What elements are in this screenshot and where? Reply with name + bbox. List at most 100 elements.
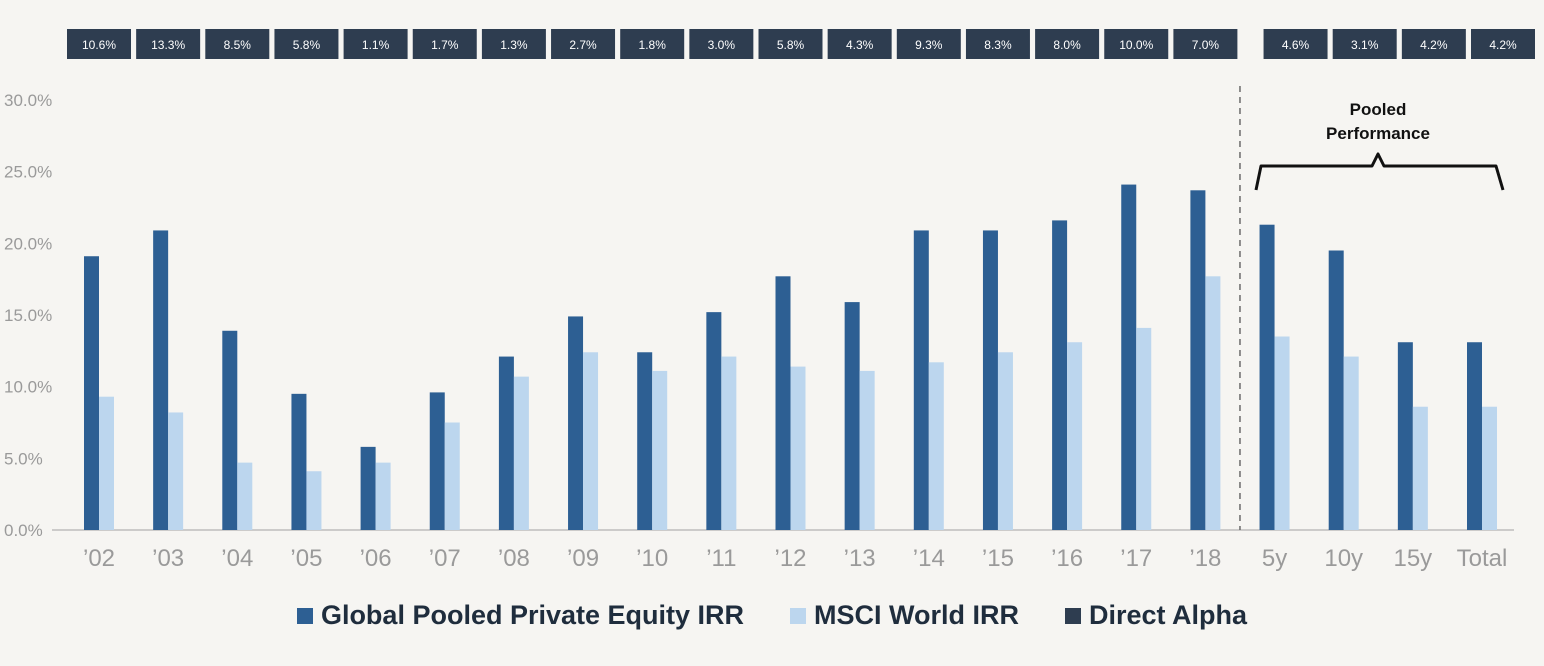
x-tick-label-8: ’10	[636, 545, 668, 572]
alpha-label-5: 1.7%	[431, 38, 459, 52]
alpha-label-19: 4.2%	[1420, 38, 1448, 52]
bar-msci-10	[790, 366, 806, 530]
bar-msci-15	[1136, 327, 1152, 530]
bar-pe-6	[498, 356, 514, 530]
bar-msci-8	[652, 370, 668, 530]
x-tick-label-6: ’08	[498, 545, 530, 572]
bar-pe-0	[84, 256, 99, 530]
chart-legend: Global Pooled Private Equity IRR MSCI Wo…	[0, 600, 1544, 631]
y-tick-label: 15.0%	[4, 306, 52, 325]
x-tick-label-2: ’04	[221, 545, 253, 572]
alpha-label-7: 2.7%	[569, 38, 597, 52]
alpha-box-8	[620, 29, 685, 59]
bar-pe-19	[1397, 342, 1413, 530]
bar-pe-2	[222, 330, 238, 530]
bar-msci-19	[1412, 406, 1428, 530]
alpha-label-15: 10.0%	[1119, 38, 1153, 52]
alpha-box-17	[1263, 29, 1328, 59]
x-tick-label-17: 5y	[1262, 545, 1287, 572]
legend-item-alpha: Direct Alpha	[1065, 600, 1247, 631]
bar-msci-20	[1482, 406, 1497, 530]
bar-pe-9	[706, 312, 722, 530]
bar-msci-11	[859, 370, 875, 530]
alpha-box-11	[827, 29, 892, 59]
annotation-line-2: Performance	[1326, 124, 1430, 143]
alpha-label-1: 13.3%	[151, 38, 185, 52]
alpha-box-1	[136, 29, 201, 59]
alpha-label-18: 3.1%	[1351, 38, 1379, 52]
bar-msci-1	[168, 412, 184, 530]
alpha-box-19	[1401, 29, 1466, 59]
x-tick-label-7: ’09	[567, 545, 599, 572]
bar-pe-5	[429, 392, 445, 530]
x-tick-label-3: ’05	[290, 545, 322, 572]
bar-msci-3	[306, 471, 322, 530]
bar-msci-16	[1205, 276, 1221, 530]
x-tick-label-14: ’16	[1051, 545, 1083, 572]
alpha-box-12	[896, 29, 961, 59]
bar-msci-0	[99, 396, 114, 530]
bar-pe-18	[1328, 250, 1344, 530]
alpha-label-20: 4.2%	[1489, 38, 1517, 52]
bar-msci-4	[375, 462, 391, 530]
x-tick-label-9: ’11	[706, 545, 736, 572]
alpha-label-8: 1.8%	[639, 38, 667, 52]
y-tick-label: 25.0%	[4, 163, 52, 182]
alpha-box-5	[412, 29, 477, 59]
legend-label-pe: Global Pooled Private Equity IRR	[320, 600, 745, 630]
alpha-label-17: 4.6%	[1282, 38, 1310, 52]
bar-msci-17	[1274, 336, 1290, 530]
alpha-box-9	[689, 29, 754, 59]
alpha-label-2: 8.5%	[224, 38, 252, 52]
x-tick-label-4: ’06	[360, 545, 392, 572]
alpha-box-14	[1035, 29, 1100, 59]
x-tick-label-16: ’18	[1189, 545, 1221, 572]
bar-pe-4	[360, 446, 376, 530]
alpha-label-6: 1.3%	[500, 38, 528, 52]
alpha-label-14: 8.0%	[1053, 38, 1081, 52]
alpha-box-6	[481, 29, 546, 59]
legend-label-msci: MSCI World IRR	[814, 600, 1020, 630]
bar-pe-13	[982, 230, 998, 530]
y-tick-label: 20.0%	[4, 234, 52, 253]
alpha-label-0: 10.6%	[82, 38, 116, 52]
y-tick-label: 5.0%	[4, 449, 43, 468]
y-tick-label: 10.0%	[4, 378, 52, 397]
legend-label-alpha: Direct Alpha	[1089, 600, 1248, 630]
alpha-box-10	[758, 29, 823, 59]
alpha-box-15	[1104, 29, 1169, 59]
alpha-box-2	[205, 29, 270, 59]
bar-msci-2	[237, 462, 253, 530]
alpha-label-9: 3.0%	[708, 38, 736, 52]
x-tick-label-10: ’12	[774, 545, 806, 572]
bar-msci-9	[721, 356, 737, 530]
x-tick-label-11: ’13	[844, 545, 876, 572]
pooled-performance-brace	[1254, 152, 1505, 191]
annotation-line-1: Pooled	[1350, 100, 1407, 119]
bar-pe-11	[844, 302, 860, 530]
bar-msci-12	[928, 362, 944, 530]
alpha-label-11: 4.3%	[846, 38, 874, 52]
x-tick-label-5: ’07	[429, 545, 461, 572]
bar-msci-14	[1067, 342, 1083, 530]
alpha-label-4: 1.1%	[362, 38, 390, 52]
bar-pe-20	[1467, 342, 1482, 530]
x-tick-label-18: 10y	[1324, 545, 1363, 572]
x-tick-label-19: 15y	[1393, 545, 1432, 572]
y-tick-label: 0.0%	[4, 521, 43, 540]
bar-msci-13	[997, 352, 1013, 530]
legend-item-msci: MSCI World IRR	[790, 600, 1019, 631]
alpha-box-3	[274, 29, 339, 59]
legend-swatch-alpha	[1065, 607, 1082, 624]
alpha-box-18	[1332, 29, 1397, 59]
y-tick-label: 30.0%	[4, 91, 52, 110]
alpha-label-3: 5.8%	[293, 38, 321, 52]
bar-msci-7	[583, 352, 599, 530]
bar-pe-12	[913, 230, 929, 530]
bar-pe-1	[153, 230, 169, 530]
alpha-label-13: 8.3%	[984, 38, 1012, 52]
alpha-box-20	[1471, 29, 1535, 59]
x-tick-label-1: ’03	[152, 545, 184, 572]
bar-msci-6	[513, 376, 529, 530]
